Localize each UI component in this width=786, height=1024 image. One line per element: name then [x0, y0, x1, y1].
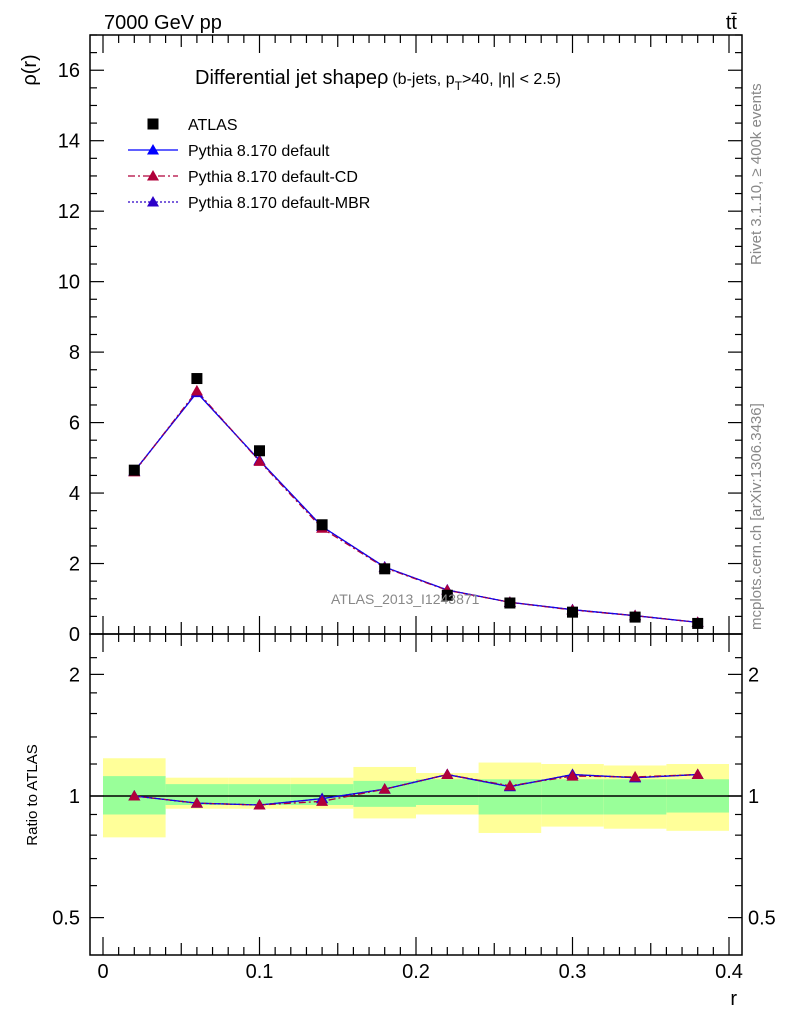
band-inner-bin: [603, 779, 667, 815]
ratio-y-tick-label-right: 2: [748, 664, 759, 686]
data-point-atlas: [191, 373, 203, 385]
data-point-atlas: [441, 589, 453, 601]
x-tick-label: 0: [97, 961, 108, 983]
legend-label: Pythia 8.170 default-CD: [188, 169, 358, 186]
series-line: [133, 391, 698, 624]
data-point-atlas: [567, 606, 578, 618]
data-point-mc: [253, 455, 266, 466]
ratio-y-tick-label: 1: [69, 786, 80, 808]
ratio-data-point: [128, 790, 141, 801]
y-tick-label: 14: [58, 131, 80, 153]
legend-label: Pythia 8.170 default: [188, 143, 330, 160]
band-inner-bin: [228, 784, 291, 805]
band-inner-bin: [541, 779, 604, 815]
legend: ATLAS Pythia 8.170 default Pythia 8.170 de…: [128, 117, 370, 212]
series-line: [133, 389, 698, 624]
series-line: [133, 391, 698, 624]
legend-marker: [147, 170, 159, 181]
chart-title: Differential jet shapeρ (b-jets, pT>40, |…: [195, 67, 561, 93]
y-tick-label: 4: [69, 483, 80, 505]
energy-label: 7000 GeV pp: [104, 12, 222, 34]
ratio-data-point: [253, 798, 266, 810]
y-tick-label: 10: [58, 272, 80, 294]
ratio-ylabel: Ratio to ATLAS: [24, 744, 41, 845]
legend-marker: [147, 144, 159, 155]
data-point-atlas: [629, 611, 641, 623]
x-tick-label: 0.3: [559, 961, 587, 983]
chart-subtitle-close: >40, |η| < 2.5): [462, 71, 561, 88]
chart-title-main: Differential jet shapeρ: [195, 67, 388, 89]
chart-subtitle-sub: T: [455, 79, 463, 93]
data-point-atlas: [379, 563, 391, 575]
ratio-data-point: [503, 779, 516, 791]
legend-label: Pythia 8.170 default-MBR: [188, 195, 370, 212]
y-tick-label: 12: [58, 201, 80, 223]
band-inner-bin: [416, 779, 479, 805]
y-tick-label: 2: [69, 554, 80, 576]
ratio-series-line: [134, 773, 698, 806]
ratio-data-point: [316, 795, 329, 806]
analysis-watermark: ATLAS_2013_I1243871: [331, 591, 480, 607]
data-point-atlas: [504, 597, 516, 609]
mcplots-label: mcplots.cern.ch [arXiv:1306.3436]: [748, 403, 765, 630]
ratio-data-point: [691, 768, 704, 780]
rivet-label: Rivet 3.1.10, ≥ 400k events: [748, 83, 765, 265]
main-ylabel: ρ(r): [19, 54, 41, 85]
ratio-data-point: [441, 768, 454, 780]
x-tick-label: 0.2: [402, 961, 430, 983]
ratio-data-point: [629, 770, 642, 782]
ratio-data-point: [566, 770, 579, 781]
y-tick-label: 6: [69, 413, 80, 435]
data-point-atlas: [128, 464, 140, 476]
legend-label: ATLAS: [188, 117, 238, 134]
main-panel-curves: [128, 373, 704, 629]
y-tick-label: 16: [58, 60, 80, 82]
xlabel: r: [730, 988, 737, 1010]
y-tick-label: 8: [69, 342, 80, 364]
chart-subtitle-open: (b-jets, p: [392, 71, 454, 88]
y-tick-label: 0: [69, 624, 80, 646]
legend-marker: [147, 196, 159, 207]
ratio-y-tick-label: 0.5: [52, 908, 80, 930]
ratio-y-tick-label: 2: [69, 664, 80, 686]
data-point-atlas: [316, 519, 328, 531]
data-point-atlas: [692, 617, 704, 629]
ratio-data-point: [190, 797, 203, 808]
x-tick-label: 0.4: [715, 961, 743, 983]
ratio-series-line: [134, 773, 698, 806]
process-label: tt̄: [726, 12, 738, 34]
data-point-mc: [190, 384, 203, 396]
band-inner-bin: [165, 784, 229, 805]
ratio-y-tick-label-right: 0.5: [748, 908, 776, 930]
x-tick-label: 0.1: [246, 961, 274, 983]
legend-marker: [147, 118, 159, 130]
data-point-atlas: [254, 445, 265, 457]
ratio-panel-curves: [128, 768, 704, 810]
ratio-y-tick-label-right: 1: [748, 786, 759, 808]
ratio-data-point: [378, 783, 391, 794]
